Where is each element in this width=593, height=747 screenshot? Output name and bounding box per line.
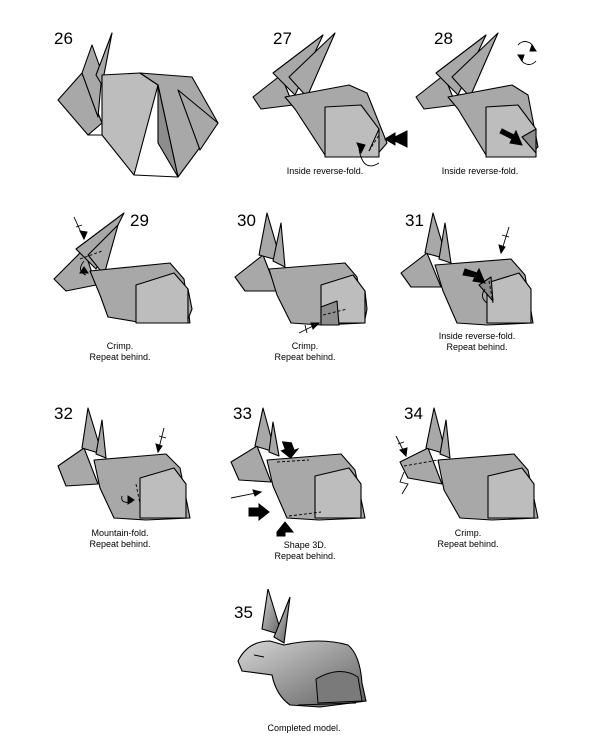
step-28: 28 Inside reverse-fold. [410, 25, 580, 185]
step-30-diagram [234, 212, 368, 334]
step-35: 35 Completed model. [220, 585, 390, 740]
step-number: 29 [130, 211, 149, 230]
step-29-diagram [53, 212, 193, 324]
step-29: 29 Crimp. Repeat behind. [40, 205, 230, 370]
black-push-arrow-icon [499, 128, 523, 146]
black-push-arrow-icon [462, 267, 486, 284]
step-number: 31 [405, 211, 424, 230]
step-caption: Crimp. Repeat behind. [437, 528, 499, 549]
step-number: 30 [237, 211, 256, 230]
step-number: 28 [434, 29, 453, 48]
step-34-diagram [395, 407, 539, 521]
step-number: 32 [54, 404, 73, 423]
rotate-arrows-icon [517, 41, 537, 65]
step-33-diagram [230, 407, 366, 537]
black-push-arrow-icon [280, 441, 300, 459]
step-35-diagram [237, 588, 367, 708]
step-26-diagram [57, 32, 219, 178]
step-caption: Crimp. Repeat behind. [274, 341, 336, 362]
step-caption: Inside reverse-fold. [441, 166, 519, 176]
step-26: 26 [40, 25, 230, 185]
step-30: 30 Crimp. Repeat behind. [225, 205, 395, 370]
black-push-arrow-icon [276, 521, 295, 537]
step-32: 32 Mountain-fold. Repeat behind. [40, 400, 230, 560]
step-34: 34 Crimp. Repeat behind. [390, 400, 580, 560]
black-push-arrow-icon [248, 502, 270, 522]
step-32-diagram [57, 407, 191, 521]
step-caption: Shape 3D. Repeat behind. [274, 540, 336, 561]
step-28-diagram [415, 32, 539, 158]
step-number: 26 [54, 29, 73, 48]
step-caption: Crimp. Repeat behind. [89, 341, 151, 362]
black-push-arrow-icon [384, 130, 408, 148]
step-number: 35 [234, 603, 253, 622]
step-caption: Completed model. [267, 723, 341, 733]
step-27-diagram [252, 32, 408, 167]
step-caption: Inside reverse-fold. [286, 166, 364, 176]
step-number: 34 [404, 404, 423, 423]
step-33: 33 Shape 3D. Repeat behind. [225, 400, 395, 565]
step-number: 33 [233, 404, 252, 423]
step-31-diagram [400, 212, 534, 326]
step-caption: Inside reverse-fold. Repeat behind. [438, 331, 516, 352]
step-27: 27 Inside reverse-fold. [245, 25, 415, 185]
step-31: 31 Inside reverse-fold. Repeat behind. [395, 205, 580, 370]
step-number: 27 [273, 29, 292, 48]
step-caption: Mountain-fold. Repeat behind. [89, 528, 151, 549]
